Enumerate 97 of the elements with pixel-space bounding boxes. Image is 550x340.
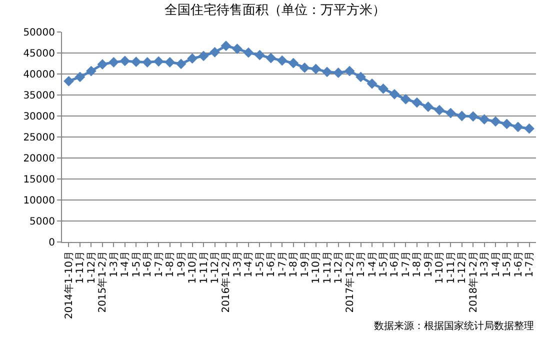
point	[389, 88, 400, 100]
x-tick-label: 1-3月	[232, 251, 244, 278]
point	[366, 78, 378, 89]
x-tick-label: 1-8月	[165, 251, 176, 278]
x-tick-label: 1-12月	[210, 251, 222, 284]
x-tick-label: 1-6月	[390, 251, 401, 278]
x-tick-label: 1-10月	[311, 251, 322, 284]
x-tick-label: 2015年1-2月	[96, 251, 109, 313]
point	[299, 62, 310, 73]
x-tick-label: 1-7月	[524, 251, 536, 278]
point	[86, 66, 96, 76]
x-tick-label: 1-6月	[142, 251, 154, 278]
x-tick-label: 1-12月	[334, 251, 345, 284]
point	[254, 50, 265, 60]
point	[74, 72, 86, 82]
point	[490, 116, 501, 127]
point	[266, 52, 276, 64]
x-tick-label: 1-6月	[513, 251, 524, 278]
x-tick-label: 1-3月	[356, 251, 368, 278]
x-tick-label: 1-4月	[244, 251, 255, 278]
x-tick-label: 1-5月	[502, 251, 514, 278]
y-tick-label: 50000	[23, 28, 55, 38]
point	[288, 58, 299, 68]
x-tick-label: 1-11月	[198, 251, 210, 284]
x-tick-label: 1-9月	[423, 251, 434, 278]
point	[412, 97, 422, 108]
y-tick-label: 15000	[23, 174, 55, 186]
point	[445, 108, 456, 118]
source-note: 数据来源：根据国家统计局数据整理	[374, 320, 534, 332]
x-tick-label: 1-4月	[367, 251, 378, 278]
point	[97, 59, 108, 70]
y-tick-label: 5000	[30, 216, 55, 228]
x-tick-label: 1-7月	[277, 251, 288, 278]
point	[220, 40, 232, 52]
point	[310, 64, 322, 74]
y-tick-label: 35000	[23, 90, 55, 102]
point	[456, 110, 468, 122]
point	[164, 57, 176, 68]
y-tick-label: 20000	[23, 154, 55, 164]
point	[232, 44, 242, 54]
point	[176, 58, 186, 70]
y-tick-label: 45000	[23, 48, 55, 60]
point	[468, 111, 478, 122]
point	[512, 122, 524, 132]
x-tick-label: 1-10月	[434, 251, 446, 284]
x-tick-label: 1-9月	[176, 251, 188, 278]
y-tick-label: 30000	[23, 112, 55, 122]
point	[344, 66, 355, 76]
x-tick-label: 1-5月	[254, 251, 266, 278]
x-tick-label: 1-5月	[378, 251, 390, 278]
y-tick-label: 0	[48, 238, 55, 248]
point	[502, 118, 512, 130]
point	[243, 47, 254, 58]
x-tick-label: 1-4月	[120, 251, 132, 278]
x-tick-label: 2014年1-10月	[62, 251, 75, 320]
point	[210, 46, 220, 58]
point	[322, 66, 332, 78]
x-tick-label: 1-7月	[400, 251, 412, 278]
point	[356, 72, 366, 82]
y-tick-label: 40000	[23, 70, 55, 80]
point	[276, 55, 288, 66]
point	[524, 123, 534, 134]
point	[198, 50, 209, 62]
point	[378, 84, 388, 94]
point	[187, 53, 198, 64]
point	[333, 68, 344, 78]
x-tick-label: 1-10月	[188, 251, 199, 284]
x-tick-label: 1-11月	[446, 251, 457, 284]
x-tick-label: 1-8月	[288, 251, 300, 278]
x-tick-label: 1-3月	[480, 251, 491, 278]
x-tick-label: 2018年1-2月	[467, 251, 480, 313]
x-tick-label: 1-5月	[131, 251, 142, 278]
x-tick-label: 1-4月	[490, 251, 502, 278]
point	[422, 102, 434, 112]
point	[153, 56, 164, 67]
point	[108, 57, 119, 68]
x-tick-label: 1-3月	[108, 251, 120, 278]
x-tick-label: 1-12月	[457, 251, 468, 284]
point	[479, 114, 490, 125]
x-tick-label: 1-11月	[75, 251, 86, 284]
point	[64, 76, 74, 86]
x-tick-label: 1-12月	[86, 251, 98, 284]
point	[130, 56, 142, 68]
x-tick-label: 1-11月	[322, 251, 334, 284]
y-tick-label: 25000	[23, 132, 55, 144]
x-tick-label: 2016年1-2月	[220, 251, 232, 313]
point	[400, 94, 411, 104]
chart-title: 全国住宅待售面积（单位：万平方米）	[164, 2, 386, 18]
point	[434, 104, 445, 116]
x-tick-label: 1-6月	[266, 251, 278, 278]
y-tick-label: 10000	[23, 196, 55, 206]
x-tick-label: 1-7月	[154, 251, 165, 278]
x-tick-label: 1-9月	[300, 251, 311, 278]
x-tick-label: 1-8月	[412, 251, 424, 278]
point	[142, 57, 153, 68]
point	[120, 56, 130, 66]
x-tick-label: 2017年1-2月	[344, 251, 356, 313]
